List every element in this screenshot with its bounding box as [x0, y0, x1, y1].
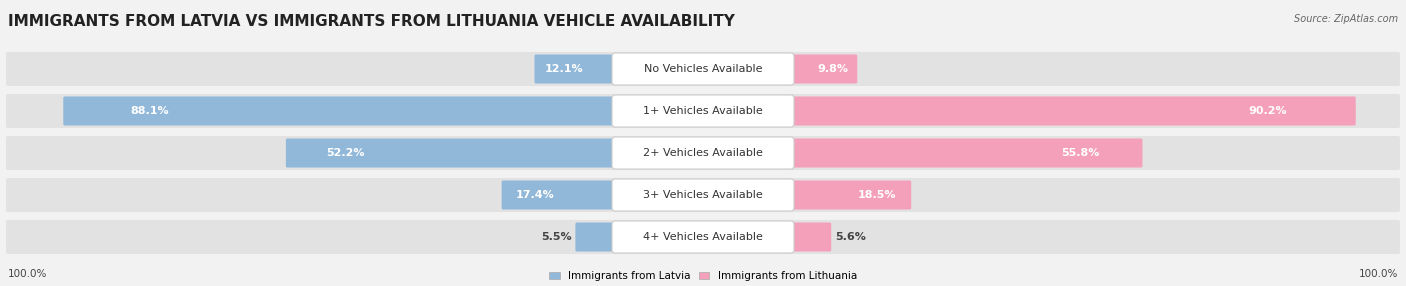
- FancyBboxPatch shape: [612, 221, 794, 253]
- Text: 3+ Vehicles Available: 3+ Vehicles Available: [643, 190, 763, 200]
- Text: 17.4%: 17.4%: [516, 190, 555, 200]
- FancyBboxPatch shape: [793, 138, 1143, 168]
- Text: 18.5%: 18.5%: [858, 190, 896, 200]
- Text: 100.0%: 100.0%: [1358, 269, 1398, 279]
- Legend: Immigrants from Latvia, Immigrants from Lithuania: Immigrants from Latvia, Immigrants from …: [550, 271, 856, 281]
- Text: 1+ Vehicles Available: 1+ Vehicles Available: [643, 106, 763, 116]
- Text: 9.8%: 9.8%: [817, 64, 848, 74]
- FancyBboxPatch shape: [612, 137, 794, 169]
- FancyBboxPatch shape: [793, 96, 1355, 126]
- FancyBboxPatch shape: [6, 220, 1400, 254]
- FancyBboxPatch shape: [534, 54, 613, 84]
- FancyBboxPatch shape: [793, 223, 831, 251]
- FancyBboxPatch shape: [6, 52, 1400, 86]
- Text: IMMIGRANTS FROM LATVIA VS IMMIGRANTS FROM LITHUANIA VEHICLE AVAILABILITY: IMMIGRANTS FROM LATVIA VS IMMIGRANTS FRO…: [8, 14, 735, 29]
- FancyBboxPatch shape: [6, 178, 1400, 212]
- FancyBboxPatch shape: [793, 180, 911, 210]
- Text: 90.2%: 90.2%: [1249, 106, 1286, 116]
- FancyBboxPatch shape: [285, 138, 613, 168]
- FancyBboxPatch shape: [63, 96, 613, 126]
- Text: 88.1%: 88.1%: [131, 106, 169, 116]
- Text: 5.5%: 5.5%: [541, 232, 572, 242]
- Text: Source: ZipAtlas.com: Source: ZipAtlas.com: [1294, 14, 1398, 24]
- Text: 5.6%: 5.6%: [835, 232, 866, 242]
- Text: 2+ Vehicles Available: 2+ Vehicles Available: [643, 148, 763, 158]
- FancyBboxPatch shape: [6, 94, 1400, 128]
- FancyBboxPatch shape: [502, 180, 613, 210]
- FancyBboxPatch shape: [612, 179, 794, 211]
- FancyBboxPatch shape: [612, 53, 794, 85]
- FancyBboxPatch shape: [612, 95, 794, 127]
- FancyBboxPatch shape: [575, 223, 613, 251]
- FancyBboxPatch shape: [6, 136, 1400, 170]
- Text: 4+ Vehicles Available: 4+ Vehicles Available: [643, 232, 763, 242]
- FancyBboxPatch shape: [793, 54, 858, 84]
- Text: 55.8%: 55.8%: [1062, 148, 1099, 158]
- Text: 100.0%: 100.0%: [8, 269, 48, 279]
- Text: 52.2%: 52.2%: [326, 148, 364, 158]
- Text: No Vehicles Available: No Vehicles Available: [644, 64, 762, 74]
- Text: 12.1%: 12.1%: [546, 64, 583, 74]
